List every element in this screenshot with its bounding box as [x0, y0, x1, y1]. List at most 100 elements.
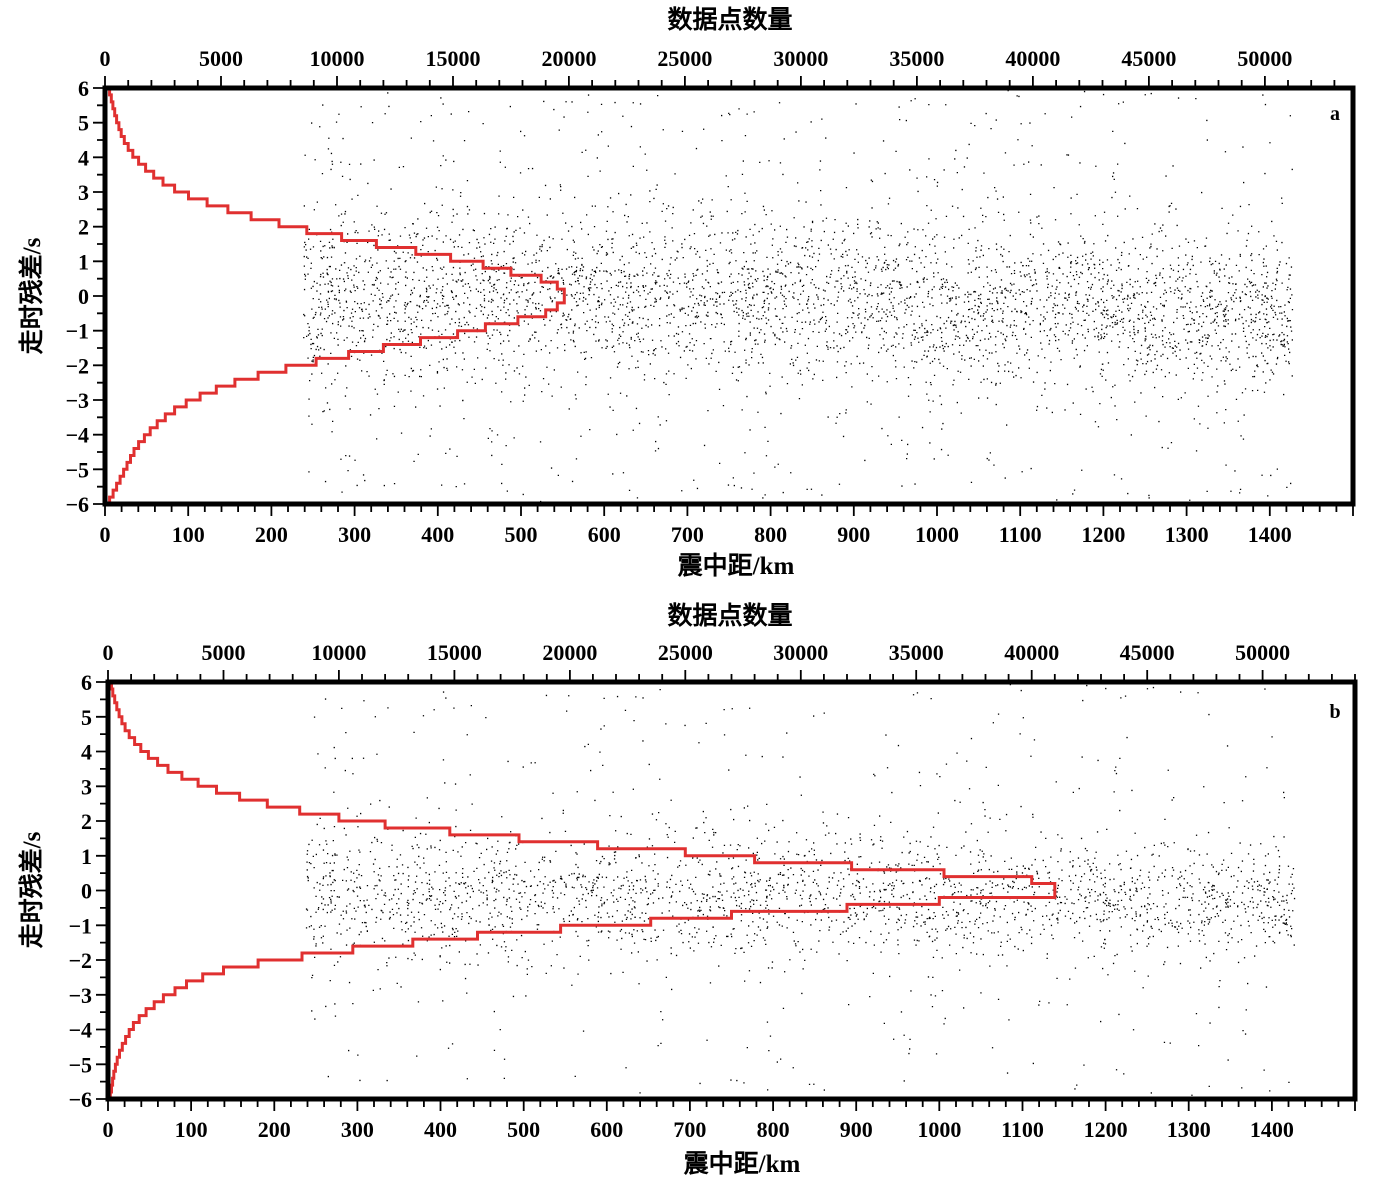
x-tick-label: 1200	[1084, 1117, 1128, 1142]
x2-tick-label: 10000	[311, 640, 366, 665]
count-histogram-line	[108, 680, 1057, 1101]
y-tick-label: 6	[81, 670, 92, 695]
x2-tick-label: 10000	[309, 46, 364, 71]
x2-tick-label: 40000	[1004, 640, 1059, 665]
x-tick-label: 1100	[999, 522, 1042, 547]
plot-frame	[102, 85, 1356, 507]
x-tick-label: 1200	[1081, 522, 1125, 547]
y-tick-label: −3	[68, 983, 92, 1008]
y-tick-label: 1	[78, 249, 89, 274]
x2-tick-label: 20000	[541, 46, 596, 71]
y-tick-label: −5	[68, 1052, 92, 1077]
y-tick-label: −1	[68, 913, 92, 938]
x2-tick-label: 30000	[773, 640, 828, 665]
scatter-points	[303, 90, 1294, 504]
x2-tick-label: 25000	[658, 640, 713, 665]
x2-tick-label: 35000	[889, 46, 944, 71]
x2-tick-label: 25000	[657, 46, 712, 71]
y-tick-label: −3	[65, 388, 89, 413]
x-tick-label: 600	[590, 1117, 623, 1142]
x2-tick-label: 15000	[425, 46, 480, 71]
x-tick-label: 0	[103, 1117, 114, 1142]
y-tick-label: 3	[81, 774, 92, 799]
x2-tick-label: 40000	[1005, 46, 1060, 71]
x-tick-label: 800	[754, 522, 787, 547]
plot-border	[105, 679, 1358, 1102]
x-tick-label: 500	[505, 522, 538, 547]
x-tick-label: 100	[172, 522, 205, 547]
scatter-point-cloud	[305, 684, 1296, 1096]
y-axis-title: 走时残差/s	[17, 237, 46, 354]
axis-ticks	[93, 76, 1354, 516]
histogram-layer	[108, 680, 1057, 1101]
y-tick-label: 0	[81, 879, 92, 904]
y-tick-label: −6	[65, 492, 89, 517]
x-tick-label: 400	[424, 1117, 457, 1142]
count-histogram-line	[105, 86, 566, 506]
x-tick-label: 500	[507, 1117, 540, 1142]
x-tick-label: 800	[757, 1117, 790, 1142]
x-tick-label: 1000	[915, 522, 959, 547]
tick-labels: 0 100 200 300 400 500 600 700 800 900 1000 1100 1200…	[65, 46, 1292, 547]
x2-tick-label: 15000	[427, 640, 482, 665]
y-tick-label: 4	[81, 740, 92, 765]
scatter-point-cloud	[303, 90, 1294, 504]
x2-tick-label: 30000	[773, 46, 828, 71]
x2-tick-label: 45000	[1121, 46, 1176, 71]
y-tick-label: 0	[78, 284, 89, 309]
x-tick-label: 1300	[1167, 1117, 1211, 1142]
x-tick-label: 700	[671, 522, 704, 547]
y-tick-label: −4	[65, 423, 89, 448]
x-tick-label: 100	[175, 1117, 208, 1142]
x-tick-label: 1400	[1250, 1117, 1294, 1142]
panel-label: a	[1330, 103, 1340, 125]
y-tick-label: −4	[68, 1018, 92, 1043]
x-axis-title: 震中距/km	[684, 1150, 801, 1178]
scatter-points	[305, 684, 1296, 1096]
x-tick-label: 700	[673, 1117, 706, 1142]
x2-axis-title: 数据点数量	[667, 602, 792, 630]
x-tick-label: 600	[588, 522, 621, 547]
plot-border	[102, 85, 1356, 507]
y-tick-label: 2	[81, 809, 92, 834]
x-tick-label: 0	[100, 522, 111, 547]
x2-tick-label: 0	[103, 640, 114, 665]
x2-tick-label: 50000	[1235, 640, 1290, 665]
y-tick-label: 6	[78, 76, 89, 101]
x-axis-title: 震中距/km	[678, 552, 795, 580]
y-tick-label: −2	[68, 948, 92, 973]
panel-label: b	[1329, 701, 1340, 723]
x-tick-label: 900	[837, 522, 870, 547]
y-tick-label: 5	[81, 705, 92, 730]
y-tick-label: 3	[78, 180, 89, 205]
x2-tick-label: 5000	[199, 46, 243, 71]
x-tick-label: 300	[338, 522, 371, 547]
x2-tick-label: 35000	[889, 640, 944, 665]
x-tick-label: 1300	[1165, 522, 1209, 547]
y-tick-label: 5	[78, 111, 89, 136]
x2-axis-title: 数据点数量	[667, 6, 792, 34]
tick-labels: 0 100 200 300 400 500 600 700 800 900 1000 1100 1200…	[68, 640, 1293, 1142]
x-tick-label: 1400	[1248, 522, 1292, 547]
x-tick-label: 400	[421, 522, 454, 547]
x2-tick-label: 20000	[542, 640, 597, 665]
x-tick-label: 1000	[917, 1117, 961, 1142]
tick-marks	[93, 76, 1354, 516]
y-tick-label: −2	[65, 353, 89, 378]
y-tick-label: −6	[68, 1087, 92, 1112]
x2-tick-label: 45000	[1120, 640, 1175, 665]
plot-frame	[105, 679, 1358, 1102]
histogram-layer	[105, 86, 566, 506]
y-axis-title: 走时残差/s	[17, 831, 46, 948]
y-tick-label: 2	[78, 215, 89, 240]
y-tick-label: 1	[81, 844, 92, 869]
x-tick-label: 200	[255, 522, 288, 547]
panel-b: 0 100 200 300 400 500 600 700 800 900 1000 1100 1200…	[17, 602, 1358, 1178]
x2-tick-label: 0	[100, 46, 111, 71]
y-tick-label: −1	[65, 319, 89, 344]
panel-a: 0 100 200 300 400 500 600 700 800 900 1000 1100 1200…	[17, 6, 1356, 580]
y-tick-label: 4	[78, 145, 89, 170]
x2-tick-label: 5000	[201, 640, 245, 665]
y-tick-label: −5	[65, 457, 89, 482]
